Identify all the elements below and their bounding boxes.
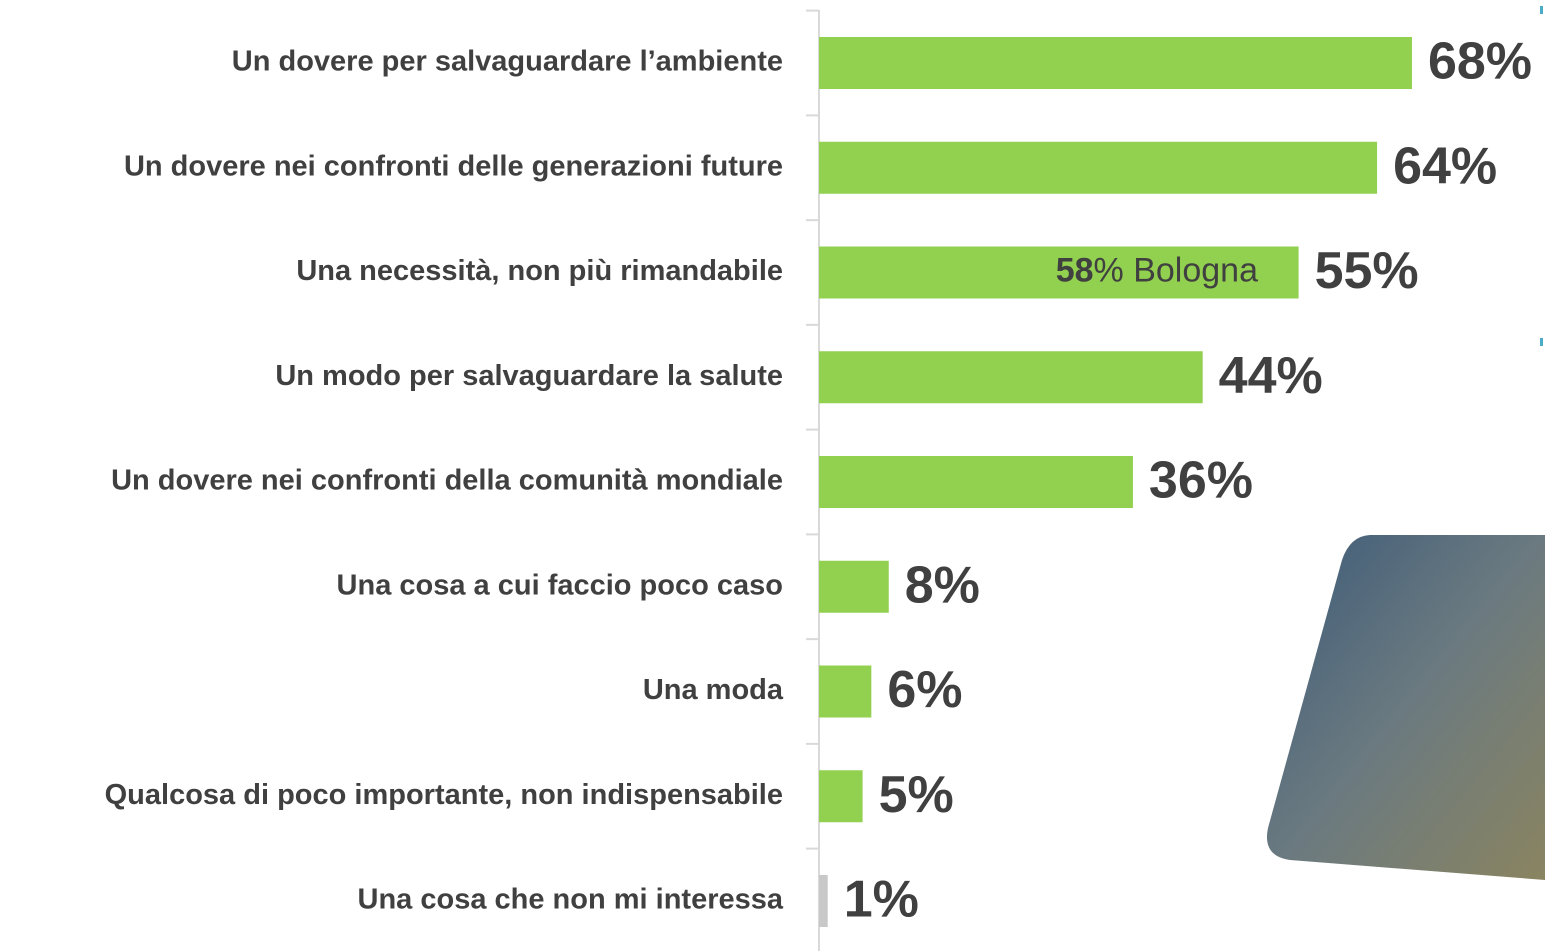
- value-label: 36%: [1149, 452, 1253, 510]
- bar: [819, 665, 872, 718]
- category-label: Un dovere per salvaguardare l’ambiente: [232, 46, 783, 78]
- category-label: Un dovere nei confronti della comunità m…: [111, 465, 783, 497]
- category-label: Un dovere nei confronti delle generazion…: [124, 150, 783, 182]
- value-label: 44%: [1219, 347, 1323, 405]
- category-label: Qualcosa di poco importante, non indispe…: [105, 779, 783, 811]
- category-label: Una cosa a cui faccio poco caso: [337, 569, 783, 601]
- value-label: 1%: [844, 871, 919, 929]
- decor: [1540, 6, 1543, 14]
- category-label: Una moda: [643, 674, 784, 706]
- value-label: 64%: [1393, 137, 1497, 195]
- category-label: Un modo per salvaguardare la salute: [275, 360, 783, 392]
- value-label: 68%: [1428, 33, 1532, 91]
- bar: [819, 351, 1203, 404]
- bar: [819, 37, 1412, 89]
- category-label: Una necessità, non più rimandabile: [296, 255, 783, 287]
- annotation: 58% Bologna: [1056, 251, 1258, 289]
- photo: [1266, 535, 1545, 880]
- bar: [819, 246, 1299, 299]
- value-label: 8%: [905, 556, 980, 614]
- value-label: 5%: [879, 766, 954, 824]
- bar: [819, 141, 1378, 194]
- bar: [819, 875, 828, 927]
- bar: [819, 456, 1133, 508]
- value-label: 55%: [1315, 242, 1419, 300]
- decor: [1540, 338, 1543, 346]
- value-label: 6%: [887, 661, 962, 719]
- category-label: Una cosa che non mi interessa: [358, 884, 784, 916]
- bar: [819, 770, 863, 823]
- bar: [819, 560, 889, 613]
